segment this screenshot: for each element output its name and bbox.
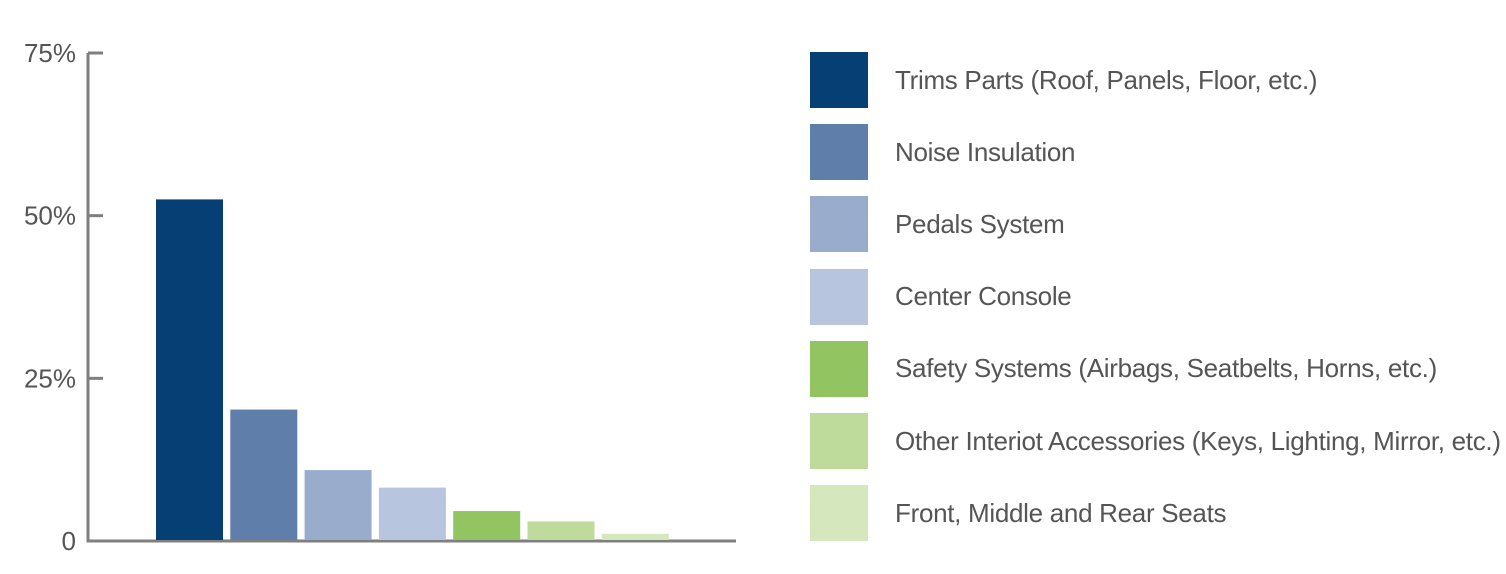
bar <box>379 488 446 540</box>
legend-label: Center Console <box>895 281 1071 312</box>
legend-swatch <box>810 413 868 469</box>
y-ticks: 0 25% 50% 75% <box>24 38 103 556</box>
legend-swatch <box>810 269 868 325</box>
legend-item: Pedals System <box>810 196 1065 252</box>
bar <box>156 199 223 540</box>
y-tick-label: 25% <box>24 363 76 393</box>
y-tick-label: 50% <box>24 201 76 231</box>
legend-swatch <box>810 52 868 108</box>
legend-label: Trims Parts (Roof, Panels, Floor, etc.) <box>895 65 1317 96</box>
bar <box>230 410 297 540</box>
bar <box>528 521 595 540</box>
legend-swatch <box>810 124 868 180</box>
legend-item: Noise Insulation <box>810 124 1075 180</box>
legend-swatch <box>810 196 868 252</box>
bar <box>453 511 520 540</box>
legend-swatch <box>810 341 868 397</box>
bar <box>602 534 669 540</box>
bar-chart: 0 25% 50% 75% <box>0 0 760 574</box>
y-tick-label: 75% <box>24 38 76 68</box>
legend-item: Front, Middle and Rear Seats <box>810 485 1226 541</box>
legend-label: Other Interiot Accessories (Keys, Lighti… <box>895 426 1501 457</box>
legend-label: Safety Systems (Airbags, Seatbelts, Horn… <box>895 353 1437 384</box>
legend-item: Safety Systems (Airbags, Seatbelts, Horn… <box>810 341 1437 397</box>
bar <box>305 470 372 540</box>
legend-label: Front, Middle and Rear Seats <box>895 498 1226 529</box>
legend-item: Other Interiot Accessories (Keys, Lighti… <box>810 413 1501 469</box>
legend-item: Center Console <box>810 269 1071 325</box>
legend-label: Noise Insulation <box>895 137 1075 168</box>
legend-swatch <box>810 485 868 541</box>
bars <box>156 199 669 540</box>
legend-item: Trims Parts (Roof, Panels, Floor, etc.) <box>810 52 1317 108</box>
legend-label: Pedals System <box>895 209 1065 240</box>
y-tick-label: 0 <box>62 526 76 556</box>
